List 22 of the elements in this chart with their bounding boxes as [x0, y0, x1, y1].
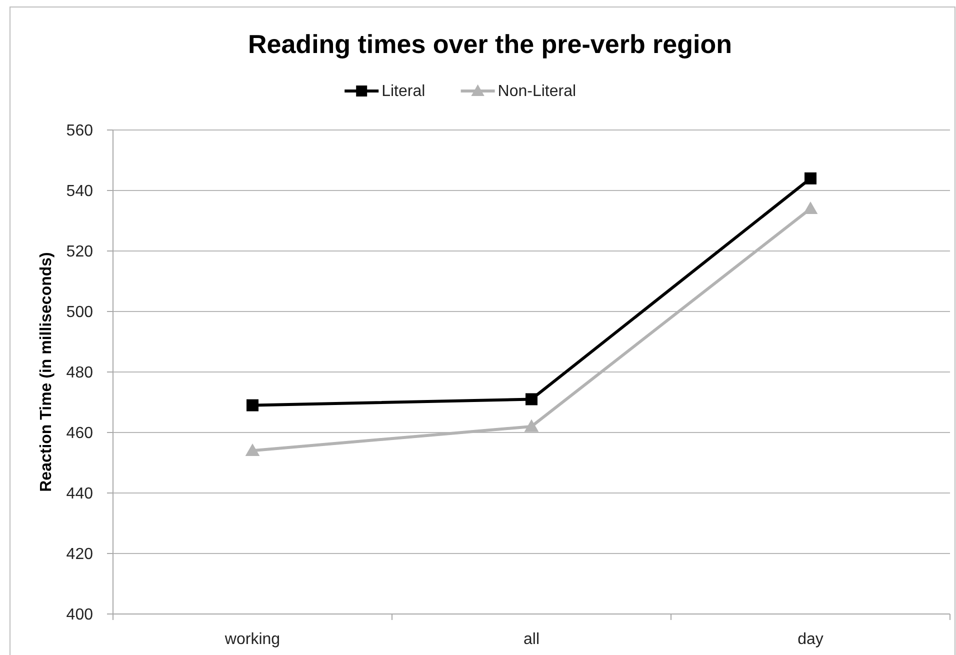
y-axis-title: Reaction Time (in milliseconds): [38, 252, 55, 492]
x-tick-label: day: [798, 631, 824, 648]
chart-title: Reading times over the pre-verb region: [248, 29, 732, 59]
point: [524, 419, 539, 432]
legend-label: Literal: [382, 83, 426, 100]
point: [246, 399, 258, 412]
point: [245, 443, 260, 456]
point: [526, 393, 538, 406]
point: [804, 172, 816, 184]
y-tick-label: 520: [66, 244, 94, 261]
legend-label: Non-Literal: [498, 83, 576, 100]
x-tick-label: working: [224, 631, 280, 648]
point: [803, 201, 818, 214]
y-tick-label: 460: [66, 425, 94, 442]
y-tick-label: 560: [66, 122, 94, 140]
y-tick-label: 480: [66, 364, 94, 382]
y-tick-label: 400: [66, 606, 94, 624]
y-tick-label: 420: [66, 546, 94, 564]
y-tick-label: 440: [66, 486, 94, 503]
y-tick-label: 540: [66, 183, 94, 200]
y-tick-label: 500: [66, 304, 94, 322]
x-tick-label: all: [523, 631, 540, 648]
